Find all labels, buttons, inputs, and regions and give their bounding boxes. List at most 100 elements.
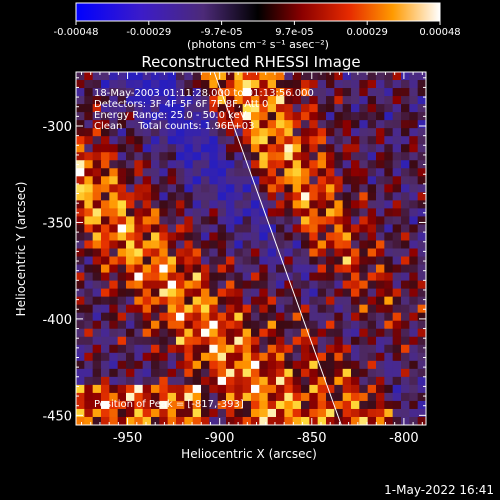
heatmap-cell (267, 296, 277, 306)
heatmap-cell (84, 256, 94, 266)
heatmap-cell (267, 120, 277, 129)
heatmap-cell (176, 392, 185, 402)
heatmap-cell (342, 368, 352, 378)
heatmap-cell (76, 344, 85, 354)
heatmap-cell (359, 152, 369, 161)
heatmap-cell (392, 168, 402, 177)
heatmap-cell (159, 184, 169, 193)
heatmap-cell (226, 304, 235, 314)
heatmap-cell (376, 288, 385, 298)
heatmap-cell (309, 176, 319, 185)
heatmap-cell (292, 360, 302, 370)
heatmap-cell (267, 368, 277, 378)
heatmap-cell (251, 312, 260, 322)
heatmap-cell (384, 72, 394, 81)
heatmap-cell (76, 104, 85, 113)
heatmap-cell (184, 96, 194, 105)
heatmap-cell (301, 400, 310, 410)
heatmap-cell (84, 80, 94, 89)
heatmap-cell (409, 72, 419, 81)
heatmap-cell (359, 192, 369, 201)
heatmap-cell (176, 184, 185, 193)
heatmap-cell (192, 208, 202, 218)
heatmap-cell (192, 128, 202, 137)
heatmap-cell (209, 360, 219, 370)
heatmap-cell (117, 280, 127, 290)
heatmap-cell (351, 376, 360, 386)
heatmap-cell (101, 312, 110, 322)
heatmap-cell (159, 344, 169, 354)
heatmap-cell (259, 224, 269, 234)
heatmap-cell (376, 232, 385, 242)
heatmap-cell (192, 288, 202, 298)
heatmap-cell (326, 208, 335, 218)
heatmap-cell (84, 96, 94, 105)
heatmap-cell (142, 272, 152, 282)
heatmap-cell (142, 400, 152, 410)
heatmap-cell (409, 288, 419, 298)
heatmap-cell (134, 240, 144, 250)
heatmap-cell (342, 304, 352, 314)
heatmap-cell (151, 344, 160, 354)
heatmap-cell (359, 264, 369, 274)
heatmap-cell (126, 200, 135, 209)
heatmap-cell (176, 256, 185, 266)
heatmap-cell (259, 288, 269, 298)
heatmap-cell (101, 280, 110, 290)
heatmap-cell (126, 80, 135, 89)
heatmap-cell (242, 400, 252, 410)
heatmap-cell (176, 152, 185, 161)
heatmap-cell (342, 120, 352, 129)
heatmap-cell (259, 352, 269, 362)
heatmap-cell (334, 144, 344, 153)
heatmap-cell (242, 208, 252, 218)
heatmap-cell (342, 360, 352, 370)
heatmap-cell (384, 216, 394, 226)
heatmap-cell (351, 72, 360, 81)
heatmap-cell (134, 288, 144, 298)
heatmap-cell (309, 416, 319, 425)
heatmap-cell (276, 128, 285, 137)
heatmap-cell (84, 200, 94, 209)
heatmap-cell (267, 408, 277, 418)
heatmap-cell (351, 352, 360, 362)
heatmap-cell (117, 112, 127, 121)
heatmap-cell (134, 320, 144, 330)
annotation-peak-position: Position of Peak = [-817,-393] (94, 399, 244, 410)
heatmap-cell (276, 304, 285, 314)
heatmap-cell (317, 144, 327, 153)
heatmap-cell (384, 280, 394, 290)
heatmap-cell (317, 208, 327, 218)
heatmap-cell (401, 168, 410, 177)
heatmap-cell (384, 192, 394, 201)
heatmap-cell (251, 384, 260, 394)
heatmap-cell (101, 208, 110, 218)
heatmap-cell (359, 104, 369, 113)
heatmap-cell (217, 104, 227, 113)
heatmap-cell (384, 88, 394, 97)
heatmap-cell (409, 128, 419, 137)
heatmap-cell (259, 104, 269, 113)
heatmap-cell (342, 96, 352, 105)
heatmap-cell (342, 168, 352, 177)
heatmap-cell (151, 72, 160, 81)
heatmap-cell (151, 152, 160, 161)
heatmap-cell (401, 184, 410, 193)
heatmap-cell (367, 160, 377, 169)
heatmap-cell (242, 224, 252, 234)
heatmap-cells (76, 72, 426, 425)
heatmap-cell (226, 88, 235, 97)
heatmap-cell (317, 104, 327, 113)
heatmap-cell (309, 376, 319, 386)
heatmap-cell (251, 160, 260, 169)
heatmap-cell (401, 208, 410, 218)
heatmap-cell (184, 312, 194, 322)
heatmap-cell (409, 192, 419, 201)
heatmap-cell (226, 352, 235, 362)
heatmap-cell (134, 272, 144, 282)
heatmap-cell (226, 336, 235, 346)
heatmap-cell (284, 224, 294, 234)
heatmap-cell (384, 208, 394, 218)
heatmap-cell (417, 144, 426, 153)
heatmap-cell (126, 344, 135, 354)
